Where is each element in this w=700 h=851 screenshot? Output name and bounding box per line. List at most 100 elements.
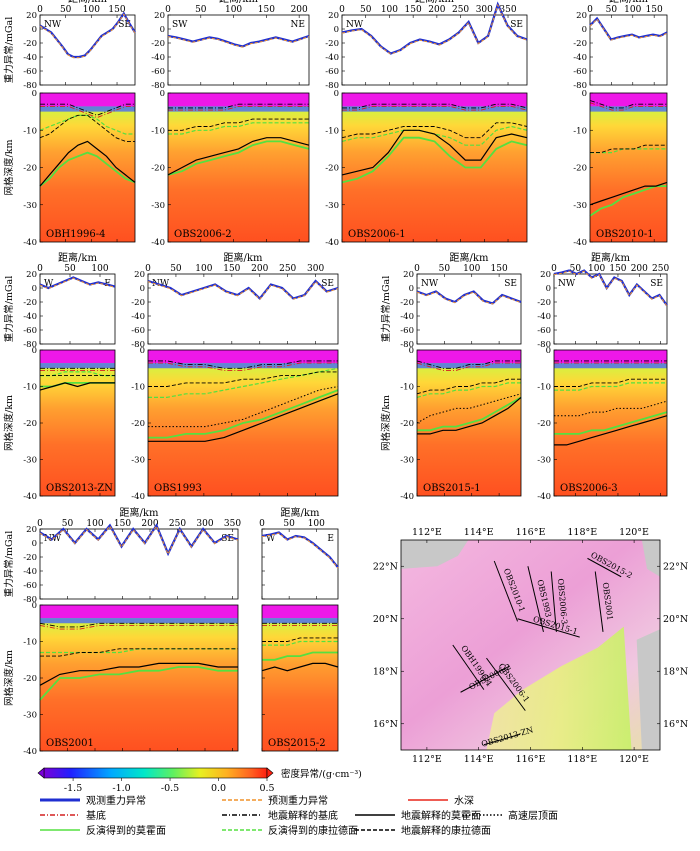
gravity-axes-frame <box>167 14 310 86</box>
x-tick-label: 0 <box>551 264 557 274</box>
depth-tick-label: -40 <box>325 238 339 248</box>
land-taiwan <box>641 540 660 577</box>
x-tick-label: 150 <box>491 264 508 274</box>
gravity-tick-label: -40 <box>23 567 37 577</box>
profile-name-label: OBS1993 <box>154 483 202 494</box>
x-axis-title: 距离/km <box>415 0 454 5</box>
gravity-tick-label: -20 <box>400 298 414 308</box>
profile-panel-OBS1993: 0 50 100 150 200 250 300距离/km200-20-40-60-80NW… <box>131 251 339 502</box>
depth-tick-label: -40 <box>537 492 551 502</box>
seismic-moho-line <box>341 129 528 176</box>
seismic-conrad-line <box>39 114 135 142</box>
seismic-moho-line <box>167 137 310 176</box>
density-field <box>342 93 527 242</box>
gravity-tick-label: 20 <box>328 11 339 21</box>
map-lon-label-top: 116°E <box>516 527 546 538</box>
depth-tick-label: 0 <box>32 346 37 356</box>
x-axis-title: 距离/km <box>120 506 159 519</box>
inverted-moho-line <box>39 666 238 701</box>
depth-tick-label: -30 <box>151 201 165 211</box>
x-tick-label: 150 <box>223 264 240 274</box>
deep-basin-area <box>486 626 632 750</box>
density-field <box>262 605 338 751</box>
legend-label: 水深 <box>454 795 474 807</box>
depth-tick-label: -20 <box>23 164 37 174</box>
seismic-moho-line <box>417 396 522 435</box>
legend-label: 基底 <box>86 809 106 822</box>
gravity-axes-frame <box>39 273 116 345</box>
map-lat-label-left: 18°N <box>373 666 398 677</box>
gravity-tick-label: 20 <box>403 270 414 280</box>
depth-tick-label: -10 <box>325 126 339 136</box>
seismic-moho-line <box>148 393 339 442</box>
depth-tick-label: -30 <box>573 201 587 211</box>
legend-label: 观测重力异常 <box>86 794 146 807</box>
gravity-axes-frame <box>39 528 239 600</box>
colorbar-tick-label: -1.5 <box>64 783 82 794</box>
x-tick-label: 250 <box>169 519 186 529</box>
predicted-gravity-line <box>39 525 239 556</box>
inverted-conrad-line <box>262 640 338 646</box>
x-tick-label: 150 <box>258 5 275 15</box>
x-tick-label: 100 <box>86 519 103 529</box>
gravity-tick-label: 0 <box>32 284 37 294</box>
legend-label: 反演得到的莫霍面 <box>86 824 166 837</box>
colorbar-tick-label: -0.5 <box>161 783 179 794</box>
depth-tick-label: -10 <box>537 383 551 393</box>
x-tick-label: 300 <box>196 519 213 529</box>
water-layer <box>554 350 667 364</box>
map-lat-label-right: 22°N <box>663 561 688 572</box>
x-tick-label: 250 <box>279 264 296 274</box>
direction-right-label: E <box>327 534 334 544</box>
gravity-tick-label: -80 <box>151 81 165 91</box>
gravity-tick-label: -80 <box>23 595 37 605</box>
gravity-tick-label: 20 <box>576 11 587 21</box>
inverted-moho-line <box>167 140 310 176</box>
inverted-conrad-line <box>341 125 528 146</box>
predicted-gravity-line <box>261 532 339 569</box>
map-lon-label-top: 120°E <box>619 527 649 538</box>
gravity-tick-label: -60 <box>573 67 587 77</box>
observed-gravity-line <box>39 523 239 557</box>
depth-tick-label: -40 <box>23 238 37 248</box>
map-lon-label-bottom: 120°E <box>619 754 649 765</box>
x-tick-label: 50 <box>360 5 372 15</box>
density-field <box>40 350 115 496</box>
x-tick-label: 50 <box>60 5 72 15</box>
basement-line <box>39 624 238 630</box>
gravity-axes-frame <box>553 273 668 345</box>
seismic-basement-line <box>168 103 309 109</box>
gravity-tick-label: -40 <box>325 53 339 63</box>
map-lon-label-top: 112°E <box>412 527 442 538</box>
colorbar-gradient <box>43 767 268 779</box>
map-lat-label-right: 18°N <box>663 666 688 677</box>
observed-gravity-line <box>167 34 310 48</box>
gravity-axis-title: 重力异常/mGal <box>3 276 15 343</box>
profile-panel-OBS2006-1: 050100150200250300350距离/km200-20-40-60-8… <box>325 0 528 248</box>
x-tick-label: 0 <box>587 5 593 15</box>
land-mainland <box>401 540 469 569</box>
seismic-basement-line <box>589 100 667 109</box>
water-layer <box>40 350 115 364</box>
depth-axis-title: 网格深度/km <box>380 395 392 451</box>
x-tick-label: 50 <box>195 5 207 15</box>
water-layer <box>342 93 527 107</box>
depth-tick-label: -10 <box>151 126 165 136</box>
seismic-basement-line <box>416 360 521 369</box>
x-tick-label: 0 <box>165 5 171 15</box>
predicted-gravity-line <box>39 277 116 290</box>
predicted-gravity-line <box>39 13 136 59</box>
gravity-axes-frame <box>341 14 528 86</box>
x-axis-title: 距离/km <box>224 251 263 264</box>
observed-gravity-line <box>416 290 522 305</box>
sediment-layer <box>40 106 135 112</box>
gravity-tick-label: 0 <box>409 284 414 294</box>
density-field <box>554 350 667 496</box>
x-tick-label: 100 <box>83 5 100 15</box>
x-tick-label: 300 <box>476 5 493 15</box>
profile-panel-OBH1996-4: 050100150距离/km200-20-40-60-80NWSE0-10-20… <box>3 0 136 248</box>
gravity-tick-label: -80 <box>537 340 551 350</box>
depth-tick-label: -20 <box>131 419 145 429</box>
